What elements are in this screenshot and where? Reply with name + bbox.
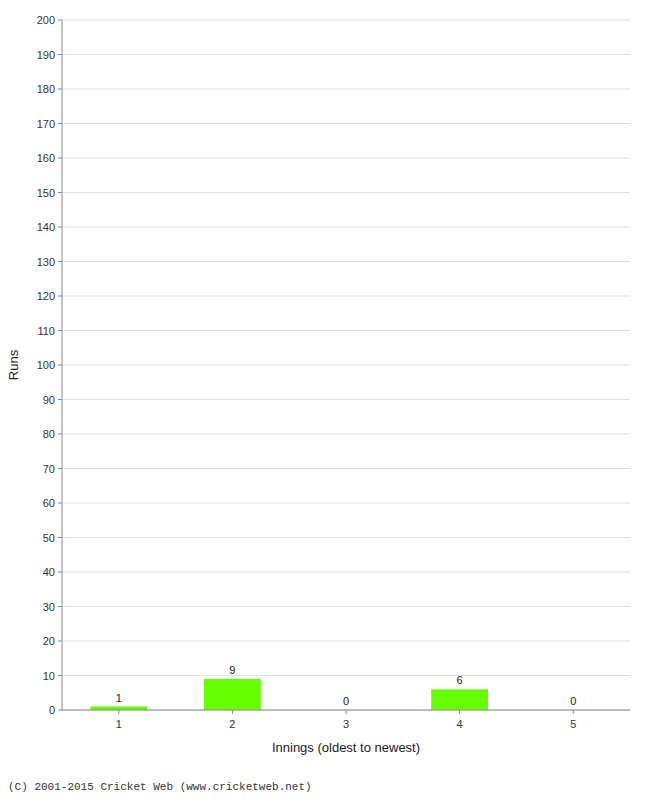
y-axis-label: Runs	[6, 349, 21, 380]
bar	[431, 689, 488, 710]
chart-container: 0102030405060708090100110120130140150160…	[0, 0, 650, 800]
y-tick	[58, 468, 62, 469]
y-tick	[58, 710, 62, 711]
chart: 0102030405060708090100110120130140150160…	[0, 0, 650, 800]
data-label: 0	[570, 695, 576, 707]
y-tick	[58, 330, 62, 331]
y-tick	[58, 572, 62, 573]
grid-line	[62, 503, 630, 504]
y-tick-label: 60	[43, 497, 55, 509]
bars	[90, 679, 488, 710]
y-tick-label: 130	[37, 256, 55, 268]
x-tick	[573, 710, 574, 714]
grid-line	[62, 606, 630, 607]
y-tick	[58, 365, 62, 366]
y-tick-label: 200	[37, 14, 55, 26]
grid-line	[62, 434, 630, 435]
y-tick	[58, 296, 62, 297]
y-tick-label: 180	[37, 83, 55, 95]
data-label: 9	[229, 664, 235, 676]
footer-annotation: (C) 2001-2015 Cricket Web (www.cricketwe…	[8, 781, 312, 793]
y-tick-label: 160	[37, 152, 55, 164]
grid-line	[62, 261, 630, 262]
grid-line	[62, 54, 630, 55]
y-tick	[58, 434, 62, 435]
y-tick	[58, 192, 62, 193]
bar	[204, 679, 261, 710]
x-tick	[118, 710, 119, 714]
grid-line	[62, 89, 630, 90]
x-tick-label: 1	[116, 718, 122, 730]
bar	[90, 707, 147, 710]
y-tick-label: 20	[43, 635, 55, 647]
y-tick	[58, 261, 62, 262]
y-tick	[58, 606, 62, 607]
grid-line	[62, 468, 630, 469]
x-tick-label: 5	[570, 718, 576, 730]
y-tick	[58, 503, 62, 504]
y-axis: 0 10 20 30 40 50 60 70 80 90 100 110 120 130 140 150 160…	[37, 14, 62, 716]
x-tick-label: 4	[457, 718, 463, 730]
x-tick-label: 2	[229, 718, 235, 730]
grid-line	[62, 399, 630, 400]
y-tick-label: 40	[43, 566, 55, 578]
grid	[62, 20, 630, 710]
y-tick	[58, 537, 62, 538]
x-axis-label: Innings (oldest to newest)	[272, 740, 420, 755]
y-tick	[58, 675, 62, 676]
y-tick	[58, 20, 62, 21]
data-label: 0	[343, 695, 349, 707]
y-tick	[58, 89, 62, 90]
grid-line	[62, 158, 630, 159]
y-tick-label: 90	[43, 394, 55, 406]
x-tick	[459, 710, 460, 714]
grid-line	[62, 537, 630, 538]
y-tick	[58, 399, 62, 400]
x-tick	[346, 710, 347, 714]
grid-line	[62, 572, 630, 573]
y-tick-label: 170	[37, 118, 55, 130]
y-tick	[58, 54, 62, 55]
grid-line	[62, 296, 630, 297]
y-tick	[58, 158, 62, 159]
data-label: 1	[116, 692, 122, 704]
grid-line	[62, 123, 630, 124]
y-tick-label: 150	[37, 187, 55, 199]
y-tick-label: 70	[43, 463, 55, 475]
grid-line	[62, 20, 630, 21]
y-tick-label: 120	[37, 290, 55, 302]
y-tick-label: 100	[37, 359, 55, 371]
x-axis: 1 2 3 4 5	[62, 710, 630, 730]
y-tick-label: 0	[49, 704, 55, 716]
data-labels: 1 9 0 6 0	[116, 664, 577, 707]
y-tick	[58, 641, 62, 642]
y-tick	[58, 123, 62, 124]
y-tick-label: 110	[37, 325, 55, 337]
y-tick-label: 50	[43, 532, 55, 544]
grid-line	[62, 641, 630, 642]
y-tick-label: 80	[43, 428, 55, 440]
x-tick	[232, 710, 233, 714]
y-tick-label: 190	[37, 49, 55, 61]
y-tick-label: 10	[43, 670, 55, 682]
grid-line	[62, 227, 630, 228]
grid-line	[62, 675, 630, 676]
y-tick	[58, 227, 62, 228]
grid-line	[62, 192, 630, 193]
grid-line	[62, 330, 630, 331]
y-tick-label: 140	[37, 221, 55, 233]
grid-line	[62, 365, 630, 366]
x-tick-label: 3	[343, 718, 349, 730]
y-axis-line	[62, 20, 63, 710]
y-tick-label: 30	[43, 601, 55, 613]
data-label: 6	[457, 674, 463, 686]
